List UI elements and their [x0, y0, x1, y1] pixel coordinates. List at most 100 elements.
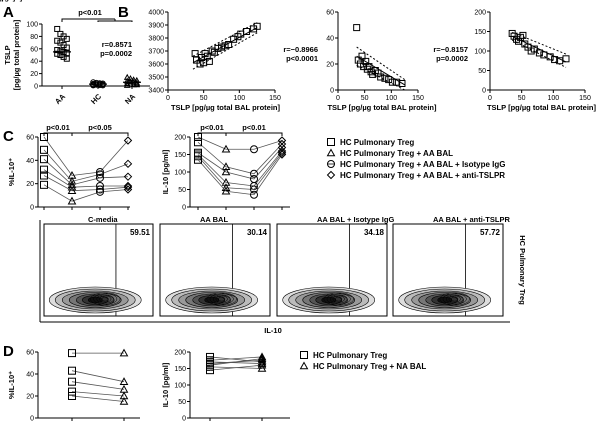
d2-y-tick-label: 50 — [178, 399, 186, 406]
c2-y-label: IL-10 [pg/ml] — [161, 149, 170, 194]
flow-contour-ring — [332, 295, 345, 303]
b3-y-tick-label: 100 — [474, 49, 486, 56]
legend-d: HC Pulmonary Treg HC Pulmonary Treg + NA … — [299, 351, 426, 371]
b1-point — [218, 43, 225, 51]
c1-series-line — [43, 149, 129, 182]
d2-point — [257, 359, 267, 367]
b1-y-tick-label: 3800 — [148, 36, 164, 43]
c1-point — [123, 182, 133, 192]
b2-x-tick-label: 100 — [385, 95, 397, 102]
a-point-hc — [96, 82, 103, 89]
b1-fit-line — [192, 27, 258, 64]
b2-y-label-line: %IL-10⁺ — [0, 0, 14, 2]
b1-x-tick-label: 150 — [269, 95, 281, 102]
a-point-na — [127, 78, 134, 85]
b2-point — [353, 24, 361, 32]
legend-c-label: HC Pulmonary Treg + AA BAL — [340, 149, 453, 158]
a-point-na — [133, 81, 141, 88]
flow-gate-percent: 34.18 — [364, 228, 385, 237]
d1-point — [68, 349, 76, 358]
a-bracket — [61, 18, 133, 22]
c2-y-tick-label: 50 — [178, 187, 186, 194]
flow-plot-title: AA BAL + anti-TSLPR — [433, 215, 510, 224]
c1-point — [40, 171, 48, 180]
d1-y-label-line: %IL-10⁺ — [7, 371, 16, 399]
c2-point — [194, 155, 202, 164]
c2-y-tick-label: 100 — [174, 170, 186, 177]
c2-point — [221, 167, 231, 176]
b3-x-label: TSLP [pg/µg total BAL protein] — [487, 103, 597, 112]
b2-y-label: %IL-10⁺ — [0, 0, 14, 2]
d2-y-label: IL-10 [pg/ml] — [161, 362, 170, 407]
b1-point — [205, 57, 213, 65]
d1-point — [68, 366, 76, 375]
c1-point — [67, 196, 77, 205]
b1-y-tick-label: 3400 — [148, 88, 164, 95]
b2-y-tick-label: 40 — [326, 36, 334, 43]
a-point-aa — [54, 25, 61, 32]
b3-y-tick-label: 50 — [478, 68, 486, 75]
b1-ci-lower — [192, 32, 258, 70]
d2-point — [257, 355, 267, 364]
a-point-na — [123, 81, 131, 88]
c1-y-tick-label: 0 — [30, 205, 34, 212]
a-point-aa — [63, 55, 70, 62]
a-y-tick-label: 100 — [26, 22, 38, 29]
c1-point — [123, 185, 133, 194]
c2-series-line — [197, 136, 283, 150]
a-pvalue: p<0.01 — [78, 8, 102, 17]
legend-d-label: HC Pulmonary Treg + NA BAL — [313, 362, 426, 371]
b2-y-tick-label: 0 — [330, 88, 334, 95]
c1-point — [123, 159, 133, 169]
d2-point — [206, 366, 214, 375]
b3-y-label-line: IL-10 [pg/ml] — [0, 0, 23, 2]
c1-bracket-label: p<0.01 — [46, 123, 70, 132]
a-point-hc — [99, 82, 106, 89]
b1-point — [214, 44, 222, 52]
d1-point — [68, 377, 76, 386]
c2-point — [221, 162, 231, 171]
c2-series-line — [197, 147, 283, 180]
flow-contour-ring — [90, 292, 121, 306]
b3-y-tick-label: 200 — [474, 10, 486, 17]
b3-point — [530, 45, 538, 53]
c2-point — [194, 138, 202, 147]
flow-contour-ring — [445, 294, 464, 304]
b1-point — [221, 42, 229, 50]
c1-point — [67, 186, 77, 194]
b2-y-tick-label: 60 — [326, 10, 334, 17]
flow-contour-ring — [448, 295, 461, 303]
panel-label-b: B — [118, 4, 129, 21]
a-y-tick-label: 40 — [30, 59, 38, 66]
c2-series-line — [197, 141, 283, 175]
b3-p-value: p=0.0002 — [436, 54, 468, 63]
a-point-na — [127, 80, 134, 87]
c2-point — [277, 148, 287, 157]
b3-ci-upper — [511, 31, 567, 55]
c2-point — [277, 150, 287, 159]
flow-contour-ring — [99, 295, 112, 303]
flow-contour-ring — [439, 292, 470, 306]
b2-ci-lower — [356, 64, 405, 91]
c2-bracket-label: p<0.01 — [242, 123, 266, 132]
d1-y-tick-label: 0 — [30, 416, 34, 423]
c1-bracket — [71, 132, 129, 136]
b1-y-tick-label: 3600 — [148, 62, 164, 69]
flow-contour-ring — [335, 296, 343, 302]
d2-y-tick-label: 150 — [174, 366, 186, 373]
panel-label-c: C — [3, 128, 14, 145]
c1-point — [96, 187, 104, 196]
c2-y-tick-label: 150 — [174, 152, 186, 159]
b3-point — [535, 49, 543, 57]
legend-d-label: HC Pulmonary Treg — [313, 351, 387, 360]
d2-y-tick-label: 100 — [174, 383, 186, 390]
b1-y-tick-label: 3700 — [148, 49, 164, 56]
c1-point — [96, 173, 104, 182]
c1-y-tick-label: 60 — [26, 135, 34, 142]
c1-y-tick-label: 40 — [26, 158, 34, 165]
flow-contour-ring — [451, 296, 459, 302]
c1-series-line — [43, 136, 129, 176]
a-category-label: AA — [53, 92, 67, 106]
d2-point — [257, 354, 267, 362]
b1-x-tick-label: 100 — [233, 95, 245, 102]
